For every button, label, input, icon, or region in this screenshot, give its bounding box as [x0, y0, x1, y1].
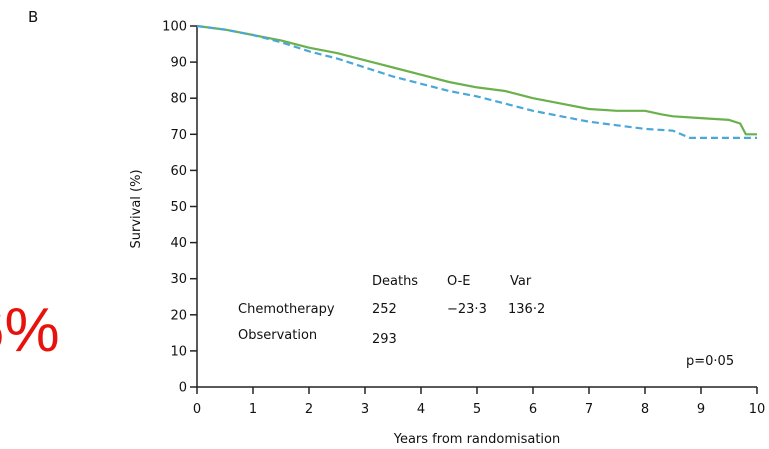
y-tick-label: 60: [170, 164, 187, 179]
series-line-1: [196, 24, 757, 139]
x-tick-label: 8: [641, 402, 649, 417]
x-tick-label: 9: [697, 402, 705, 417]
y-tick-label: 10: [170, 344, 187, 359]
y-tick-label: 50: [170, 200, 187, 215]
y-tick-label: 80: [170, 92, 187, 107]
y-tick-label: 20: [170, 308, 187, 323]
y-axis-label: Survival (%): [129, 169, 144, 248]
y-tick-label: 40: [170, 236, 187, 251]
header-var: Var: [510, 274, 532, 289]
stats-table: Deaths O-E Var Chemotherapy 252 −23·3 13…: [238, 274, 545, 347]
series-layer: [196, 24, 757, 139]
x-tick-label: 6: [529, 402, 537, 417]
y-tick-label: 0: [179, 381, 187, 396]
header-deaths: Deaths: [372, 274, 418, 289]
panel-label: B: [28, 8, 39, 26]
row-chemo-oe: −23·3: [447, 302, 487, 317]
y-tick-label: 90: [170, 56, 187, 71]
row-chemo-deaths: 252: [372, 302, 397, 317]
x-tick-label: 7: [585, 402, 593, 417]
y-tick-label: 30: [170, 272, 187, 287]
p-value: p=0·05: [686, 354, 734, 369]
x-tick-label: 5: [473, 402, 481, 417]
header-oe: O-E: [447, 274, 471, 289]
x-tick-label: 2: [305, 402, 313, 417]
x-tick-label: 10: [749, 402, 766, 417]
row-obs-group: Observation: [238, 328, 317, 343]
y-tick-label: 70: [170, 128, 187, 143]
row-obs-deaths: 293: [372, 332, 397, 347]
row-chemo-var: 136·2: [508, 302, 545, 317]
y-tick-label: 100: [162, 20, 187, 35]
x-tick-label: 0: [193, 402, 201, 417]
x-axis-label: Years from randomisation: [393, 432, 561, 447]
x-ticks: 0 1 2 3 4 5 6 7 8 9 10: [193, 387, 765, 417]
y-ticks: 0 10 20 30 40 50 60 70 80 90 100: [162, 20, 197, 396]
x-tick-label: 3: [361, 402, 369, 417]
x-tick-label: 1: [249, 402, 257, 417]
series-line-0: [196, 24, 757, 136]
row-chemo-group: Chemotherapy: [238, 302, 335, 317]
side-percent-text: 6%: [0, 296, 60, 365]
x-tick-label: 4: [417, 402, 425, 417]
